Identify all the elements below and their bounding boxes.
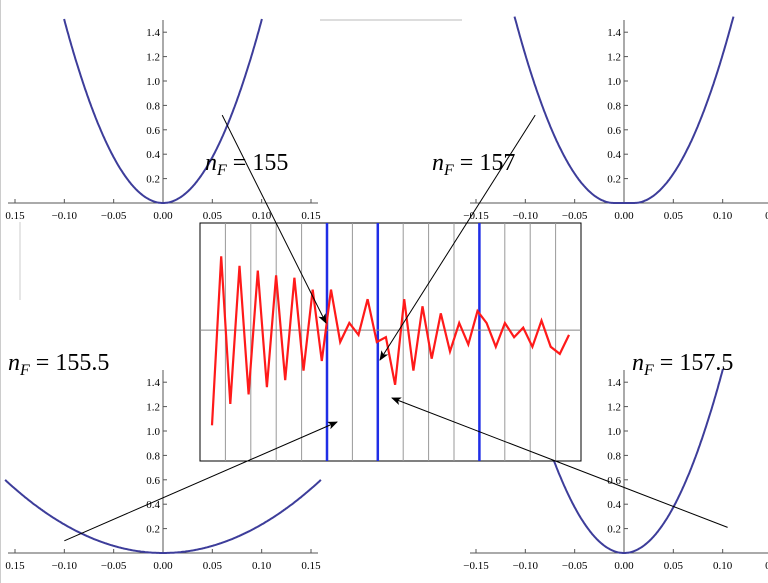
y-tick-label: 1.4 — [607, 27, 621, 39]
x-tick-label: 0.00 — [153, 210, 173, 222]
y-tick-label: 1.2 — [607, 52, 621, 64]
curve-bottom-right — [524, 368, 724, 554]
x-tick-label: 0.1 — [765, 560, 768, 572]
y-tick-label: 0.4 — [607, 499, 621, 511]
y-tick-label: 1.4 — [146, 377, 160, 389]
y-tick-label: 0.6 — [146, 475, 160, 487]
x-tick-label: 0.15 — [301, 210, 321, 222]
x-tick-label: 0.05 — [664, 210, 684, 222]
y-tick-label: 0.8 — [146, 100, 160, 112]
panel-top-left: 0.15 −0.10 −0.05 0.00 0.05 0.10 0.15 0.2 0.4 0.6 0… — [5, 18, 321, 222]
x-tick-label: 0.05 — [203, 560, 223, 572]
x-tick-label: 0.10 — [252, 560, 272, 572]
x-tick-label: −0.05 — [101, 560, 127, 572]
x-tick-label: −0.10 — [52, 560, 78, 572]
x-tick-label: 0.10 — [713, 560, 733, 572]
y-tick-label: 1.0 — [146, 76, 160, 88]
x-tick-label: 0.05 — [203, 210, 223, 222]
panel-bottom-left: 0.15 −0.10 −0.05 0.00 0.05 0.10 0.15 0.2 0.4 0.6 0… — [4, 350, 322, 572]
center-frame — [199, 222, 582, 462]
x-tick-label: −0.05 — [562, 560, 588, 572]
x-tick-label: 0.15 — [5, 210, 25, 222]
y-tick-label: 1.0 — [607, 426, 621, 438]
x-tick-label: 0.00 — [614, 560, 634, 572]
arrow-3 — [64, 421, 338, 542]
x-tick-label: 0.15 — [301, 560, 321, 572]
x-tick-label: −0.10 — [513, 210, 539, 222]
y-tick-label: 0.2 — [607, 524, 621, 536]
arrow-4 — [391, 397, 728, 528]
y-tick-label: 1.2 — [607, 402, 621, 414]
y-tick-label: 0.6 — [607, 125, 621, 137]
x-tick-label: −0.05 — [101, 210, 127, 222]
panel-bottom-right: −0.15 −0.10 −0.05 0.00 0.05 0.10 0.1 0.2 0.4 0.6 0… — [463, 350, 768, 572]
arrow-1 — [221, 114, 327, 324]
panel-label: nF = 157.5 — [632, 350, 733, 379]
y-tick-label: 0.4 — [146, 149, 160, 161]
arrow-2 — [379, 114, 536, 361]
x-tick-label: −0.10 — [52, 210, 78, 222]
y-tick-label: 0.8 — [607, 100, 621, 112]
x-tick-label: 0.10 — [252, 210, 272, 222]
x-tick-label: 0.00 — [153, 560, 173, 572]
panel-label: nF = 155.5 — [8, 350, 109, 379]
y-tick-label: 0.8 — [607, 450, 621, 462]
y-tick-label: 1.4 — [607, 377, 621, 389]
y-tick-label: 0.6 — [607, 475, 621, 487]
y-tick-label: 0.8 — [146, 450, 160, 462]
red-sequence — [210, 256, 570, 426]
y-tick-label: 1.4 — [146, 27, 160, 39]
curve-top-left — [63, 18, 263, 204]
center-panel — [199, 222, 582, 462]
panel-label: nF = 155 — [205, 150, 288, 179]
x-tick-label: −0.05 — [562, 210, 588, 222]
x-tick-label: 0.05 — [664, 560, 684, 572]
y-tick-label: 0.4 — [607, 149, 621, 161]
curve-bottom-left — [4, 479, 322, 554]
y-tick-label: 1.0 — [146, 426, 160, 438]
y-tick-label: 0.2 — [607, 174, 621, 186]
x-tick-label: −0.15 — [463, 210, 489, 222]
y-tick-label: 0.6 — [146, 125, 160, 137]
y-tick-label: 1.2 — [146, 402, 160, 414]
x-tick-label: 0.00 — [614, 210, 634, 222]
y-tick-label: 0.2 — [146, 174, 160, 186]
x-tick-label: 0.1 — [765, 210, 768, 222]
panel-top-right: −0.15 −0.10 −0.05 0.00 0.05 0.10 0.1 0.2 0.4 0.6 0… — [432, 16, 768, 222]
y-tick-label: 0.4 — [146, 499, 160, 511]
x-tick-label: 0.15 — [5, 560, 25, 572]
y-tick-label: 1.0 — [607, 76, 621, 88]
y-tick-label: 1.2 — [146, 52, 160, 64]
x-tick-label: 0.10 — [713, 210, 733, 222]
panel-label: nF = 157 — [432, 150, 515, 179]
curve-top-right — [513, 16, 735, 204]
x-tick-label: −0.15 — [463, 560, 489, 572]
x-tick-label: −0.10 — [513, 560, 539, 572]
y-tick-label: 0.2 — [146, 524, 160, 536]
